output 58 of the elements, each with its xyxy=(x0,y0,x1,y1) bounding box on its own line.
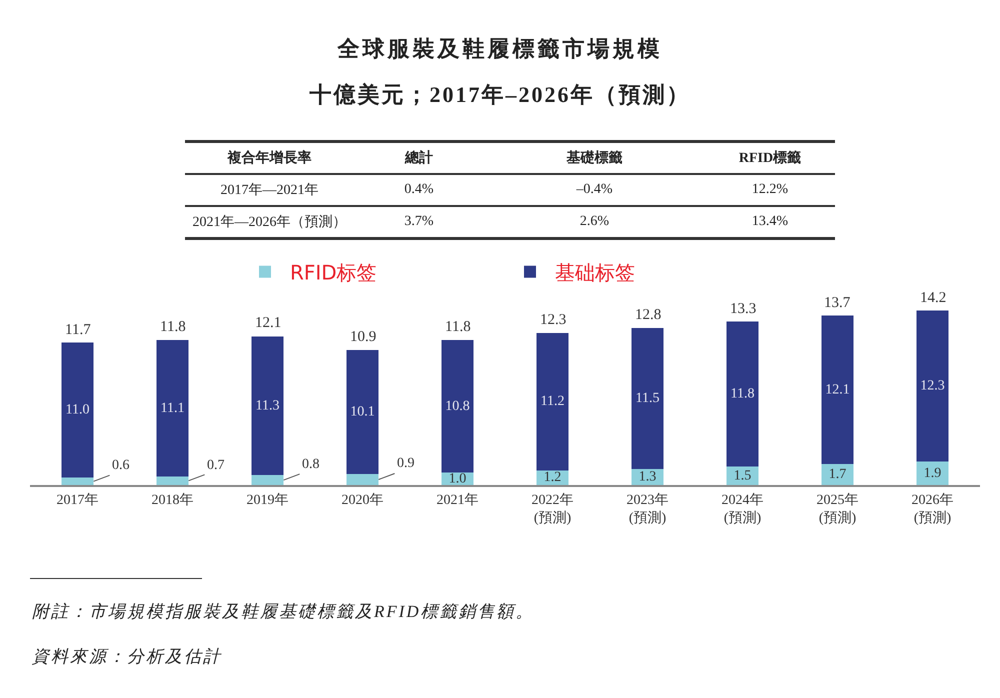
data-label: 1.5 xyxy=(734,468,752,484)
data-label: 11.0 xyxy=(66,402,90,418)
text: 3.7% xyxy=(354,206,484,238)
total-label: 10.9 xyxy=(350,329,376,345)
x-tick-label: 2025年 (預測) xyxy=(816,492,858,526)
total-label: 11.7 xyxy=(65,322,92,338)
total-label: 11.8 xyxy=(160,319,186,335)
total-label: 12.1 xyxy=(255,315,282,331)
total-label: 12.8 xyxy=(635,307,662,323)
data-label: 0.8 xyxy=(302,457,320,472)
text: 0.4% xyxy=(354,174,484,206)
total-label: 13.3 xyxy=(730,301,756,317)
x-tick-label: 2020年 xyxy=(342,492,384,508)
x-tick-label: 2017年 xyxy=(56,492,98,508)
data-label: 1.7 xyxy=(828,467,846,482)
data-label: 10.1 xyxy=(350,404,375,420)
text: 基礎標籤 xyxy=(484,142,705,174)
chart-title: 全球服裝及鞋履標籤市場規模 xyxy=(336,35,664,63)
total-label: 11.8 xyxy=(445,319,471,335)
text: RFID標籤 xyxy=(705,142,835,174)
total-label: 12.3 xyxy=(540,312,566,328)
text: 12.2% xyxy=(705,174,835,206)
source-note: 資料來源：分析及估計 xyxy=(32,646,222,668)
data-label: 10.8 xyxy=(445,398,470,414)
x-tick-label: 2021年 xyxy=(436,492,478,508)
text: –0.4% xyxy=(484,174,705,206)
data-label: 11.3 xyxy=(256,398,280,414)
data-label: 11.5 xyxy=(636,390,660,406)
legend-label: 基础标签 xyxy=(555,260,635,284)
data-label: 11.1 xyxy=(160,400,184,416)
data-label: 0.6 xyxy=(112,458,130,473)
data-label: 1.0 xyxy=(448,471,466,486)
data-label: 12.3 xyxy=(920,378,945,394)
x-tick-label: 2022年 (預測) xyxy=(532,492,574,526)
text: 2017年—2021年 xyxy=(185,174,354,206)
text: 13.4% xyxy=(705,206,835,238)
total-label: 14.2 xyxy=(920,290,946,306)
data-label: 1.2 xyxy=(544,470,562,486)
text: 2021年—2026年（預測） xyxy=(185,206,354,238)
x-tick-label: 2023年 (預測) xyxy=(626,492,668,526)
data-label: 0.9 xyxy=(397,456,414,471)
data-label: 12.1 xyxy=(825,382,850,398)
x-tick-label: 2026年 (預測) xyxy=(912,492,954,526)
text: 複合年增長率 xyxy=(185,142,354,174)
x-tick-label: 2018年 xyxy=(152,492,194,508)
data-label: 11.2 xyxy=(540,394,564,410)
data-label: 1.9 xyxy=(924,466,942,481)
x-tick-label: 2024年 (預測) xyxy=(722,492,764,526)
text: 2.6% xyxy=(484,206,705,238)
data-label: 1.3 xyxy=(638,470,656,485)
x-tick-label: 2019年 xyxy=(246,492,288,508)
legend-label: RFID标签 xyxy=(290,260,377,284)
chart-subtitle: 十億美元；2017年–2026年（預測） xyxy=(308,81,692,109)
text: 總計 xyxy=(354,142,484,174)
total-label: 13.7 xyxy=(824,295,851,311)
data-label: 0.7 xyxy=(207,458,224,473)
data-label: 11.8 xyxy=(730,386,754,402)
text: 附註：市場規模指服裝及鞋履基礎標籤及RFID標籤銷售額。 xyxy=(32,601,535,623)
